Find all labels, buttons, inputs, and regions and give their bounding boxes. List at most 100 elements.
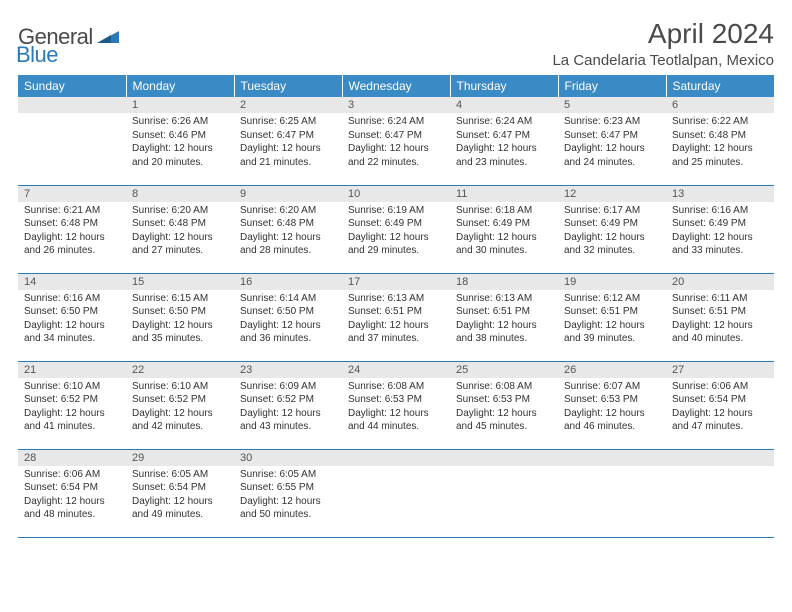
day-number: 20 [666,274,774,290]
day-detail-line: Sunset: 6:49 PM [672,217,768,231]
day-detail-line: Sunset: 6:50 PM [24,305,120,319]
day-detail-line: Daylight: 12 hours [564,142,660,156]
day-detail-line: and 22 minutes. [348,156,444,170]
calendar-day-cell: 8Sunrise: 6:20 AMSunset: 6:48 PMDaylight… [126,185,234,273]
day-detail-line: and 39 minutes. [564,332,660,346]
day-detail-line: Sunrise: 6:10 AM [132,380,228,394]
day-detail-line: and 48 minutes. [24,508,120,522]
weekday-header-row: Sunday Monday Tuesday Wednesday Thursday… [18,75,774,97]
weekday-header: Thursday [450,75,558,97]
day-detail-line: Sunset: 6:49 PM [456,217,552,231]
day-detail-line: Sunrise: 6:12 AM [564,292,660,306]
day-detail: Sunrise: 6:06 AMSunset: 6:54 PMDaylight:… [18,466,126,526]
day-detail-line: Daylight: 12 hours [240,319,336,333]
day-detail-line: and 30 minutes. [456,244,552,258]
day-detail-line: and 40 minutes. [672,332,768,346]
day-detail-line: Sunset: 6:53 PM [456,393,552,407]
day-number [18,97,126,113]
day-number: 3 [342,97,450,113]
day-detail-line: and 44 minutes. [348,420,444,434]
calendar-day-cell: 24Sunrise: 6:08 AMSunset: 6:53 PMDayligh… [342,361,450,449]
day-detail-line: Sunrise: 6:17 AM [564,204,660,218]
day-detail-line: Sunset: 6:51 PM [564,305,660,319]
calendar-week-row: 1Sunrise: 6:26 AMSunset: 6:46 PMDaylight… [18,97,774,185]
day-detail-line: and 28 minutes. [240,244,336,258]
day-detail-line: Daylight: 12 hours [348,319,444,333]
calendar-day-cell: 16Sunrise: 6:14 AMSunset: 6:50 PMDayligh… [234,273,342,361]
day-detail-line: Sunset: 6:53 PM [348,393,444,407]
day-detail [666,466,774,472]
day-detail-line: and 46 minutes. [564,420,660,434]
weekday-header: Wednesday [342,75,450,97]
calendar-day-cell: 6Sunrise: 6:22 AMSunset: 6:48 PMDaylight… [666,97,774,185]
day-detail-line: Sunset: 6:47 PM [348,129,444,143]
calendar-day-cell: 11Sunrise: 6:18 AMSunset: 6:49 PMDayligh… [450,185,558,273]
day-detail-line: Sunrise: 6:25 AM [240,115,336,129]
day-detail: Sunrise: 6:25 AMSunset: 6:47 PMDaylight:… [234,113,342,173]
day-detail-line: Daylight: 12 hours [672,319,768,333]
calendar-day-cell: 18Sunrise: 6:13 AMSunset: 6:51 PMDayligh… [450,273,558,361]
day-detail: Sunrise: 6:07 AMSunset: 6:53 PMDaylight:… [558,378,666,438]
day-detail-line: Daylight: 12 hours [24,407,120,421]
day-detail: Sunrise: 6:15 AMSunset: 6:50 PMDaylight:… [126,290,234,350]
day-detail-line: Sunrise: 6:26 AM [132,115,228,129]
day-number: 27 [666,362,774,378]
calendar-day-cell: 13Sunrise: 6:16 AMSunset: 6:49 PMDayligh… [666,185,774,273]
day-detail-line: Sunrise: 6:05 AM [240,468,336,482]
calendar-day-cell: 23Sunrise: 6:09 AMSunset: 6:52 PMDayligh… [234,361,342,449]
day-detail-line: Sunset: 6:51 PM [456,305,552,319]
day-detail-line: Sunrise: 6:10 AM [24,380,120,394]
calendar-week-row: 7 Sunrise: 6:21 AMSunset: 6:48 PM Daylight… [18,185,774,273]
day-detail: Sunrise: 6:19 AMSunset: 6:49 PMDaylight:… [342,202,450,262]
day-detail-line: Daylight: 12 hours [240,142,336,156]
day-detail-line: Daylight: 12 hours [132,495,228,509]
day-detail: Sunrise: 6:05 AMSunset: 6:55 PMDaylight:… [234,466,342,526]
day-detail-line: Sunrise: 6:16 AM [24,292,120,306]
day-detail-line: Sunrise: 6:20 AM [240,204,336,218]
weekday-header: Tuesday [234,75,342,97]
day-detail-line: and 45 minutes. [456,420,552,434]
calendar-day-cell: 17Sunrise: 6:13 AMSunset: 6:51 PMDayligh… [342,273,450,361]
day-detail-line: Sunrise: 6:08 AM [456,380,552,394]
logo-triangle-icon [97,27,119,48]
calendar-day-cell: 20Sunrise: 6:11 AMSunset: 6:51 PMDayligh… [666,273,774,361]
day-detail-line: Sunrise: 6:23 AM [564,115,660,129]
day-number: 9 [234,186,342,202]
weekday-header: Monday [126,75,234,97]
day-detail-line: Sunset: 6:50 PM [240,305,336,319]
day-detail-line: Sunset: 6:48 PM [24,217,120,231]
calendar-day-cell: 14Sunrise: 6:16 AMSunset: 6:50 PMDayligh… [18,273,126,361]
day-detail-line: Sunset: 6:54 PM [672,393,768,407]
day-detail-line: Sunrise: 6:06 AM [24,468,120,482]
day-detail-line: Sunrise: 6:22 AM [672,115,768,129]
day-number: 7 [18,186,126,202]
day-detail: Sunrise: 6:20 AMSunset: 6:48 PMDaylight:… [234,202,342,262]
day-number: 8 [126,186,234,202]
day-detail-line: Daylight: 12 hours [672,231,768,245]
day-detail-line: Sunset: 6:52 PM [240,393,336,407]
day-detail-line: and 35 minutes. [132,332,228,346]
calendar-day-cell: 10Sunrise: 6:19 AMSunset: 6:49 PMDayligh… [342,185,450,273]
day-detail-line: Sunrise: 6:21 AM [24,204,120,218]
day-detail-line: Daylight: 12 hours [348,142,444,156]
brand-part2: Blue [16,42,58,67]
day-detail-line: and 26 minutes. [24,244,120,258]
day-detail-line: Daylight: 12 hours [564,231,660,245]
calendar-day-cell: 30Sunrise: 6:05 AMSunset: 6:55 PMDayligh… [234,449,342,537]
calendar-day-cell: 12Sunrise: 6:17 AMSunset: 6:49 PMDayligh… [558,185,666,273]
day-number: 14 [18,274,126,290]
day-detail: Sunrise: 6:10 AMSunset: 6:52 PMDaylight:… [18,378,126,438]
day-detail-line: Sunrise: 6:24 AM [456,115,552,129]
day-detail-line: Daylight: 12 hours [132,319,228,333]
day-detail-line: Sunset: 6:50 PM [132,305,228,319]
calendar-day-cell: 15Sunrise: 6:15 AMSunset: 6:50 PMDayligh… [126,273,234,361]
day-number: 23 [234,362,342,378]
day-detail-line: Sunset: 6:47 PM [240,129,336,143]
day-number: 30 [234,450,342,466]
weekday-header: Friday [558,75,666,97]
day-detail-line: Sunrise: 6:08 AM [348,380,444,394]
calendar-day-cell: 26Sunrise: 6:07 AMSunset: 6:53 PMDayligh… [558,361,666,449]
day-number: 26 [558,362,666,378]
day-detail-line: Daylight: 12 hours [132,407,228,421]
day-number: 1 [126,97,234,113]
